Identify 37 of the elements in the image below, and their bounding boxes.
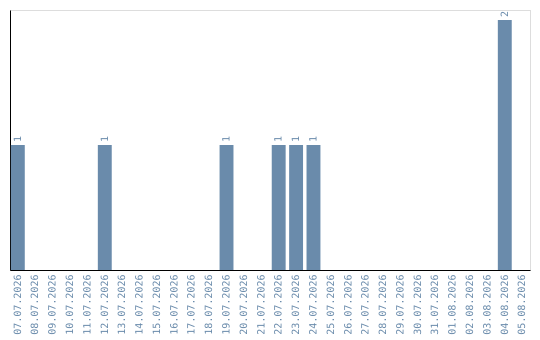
x-tick-label: 22.07.2026 — [274, 274, 285, 335]
x-tick-label: 26.07.2026 — [343, 274, 354, 335]
x-tick-label: 13.07.2026 — [117, 274, 128, 335]
x-tick-label: 10.07.2026 — [65, 274, 76, 335]
x-tick-label: 08.07.2026 — [30, 274, 42, 335]
x-tick-label: 11.07.2026 — [82, 274, 94, 335]
x-tick-label: 20.07.2026 — [238, 274, 250, 335]
x-tick-label: 02.08.2026 — [465, 274, 476, 335]
data-label: 1 — [222, 136, 233, 142]
data-label: 1 — [308, 136, 320, 142]
x-tick-label: 27.07.2026 — [360, 274, 372, 335]
x-tick-label: 31.07.2026 — [430, 274, 442, 335]
x-tick-label: 04.08.2026 — [500, 274, 511, 335]
x-tick-label: 01.08.2026 — [448, 274, 459, 335]
x-tick-label: 03.08.2026 — [482, 274, 494, 335]
data-label: 1 — [12, 136, 24, 142]
x-tick-label: 21.07.2026 — [256, 274, 268, 335]
x-tick-label: 29.07.2026 — [395, 274, 406, 335]
x-tick-label: 25.07.2026 — [326, 274, 337, 335]
x-tick-label: 05.08.2026 — [517, 274, 528, 335]
x-tick-label: 16.07.2026 — [169, 274, 180, 335]
data-label: 1 — [291, 136, 302, 142]
x-tick-label: 15.07.2026 — [152, 274, 163, 335]
x-tick-label: 09.07.2026 — [48, 274, 59, 335]
x-tick-label: 12.07.2026 — [100, 274, 111, 335]
x-tick-label: 17.07.2026 — [186, 274, 198, 335]
x-tick-label: 30.07.2026 — [412, 274, 424, 335]
data-label: 1 — [274, 136, 285, 142]
x-tick-label: 28.07.2026 — [378, 274, 390, 335]
x-tick-label: 24.07.2026 — [308, 274, 320, 335]
data-label: 1 — [100, 136, 111, 142]
x-tick-label: 07.07.2026 — [12, 274, 24, 335]
x-tick-label: 14.07.2026 — [134, 274, 146, 335]
x-tick-label: 19.07.2026 — [222, 274, 233, 335]
data-label: 2 — [500, 10, 511, 17]
x-tick-label: 23.07.2026 — [291, 274, 302, 335]
x-tick-label: 18.07.2026 — [204, 274, 216, 335]
